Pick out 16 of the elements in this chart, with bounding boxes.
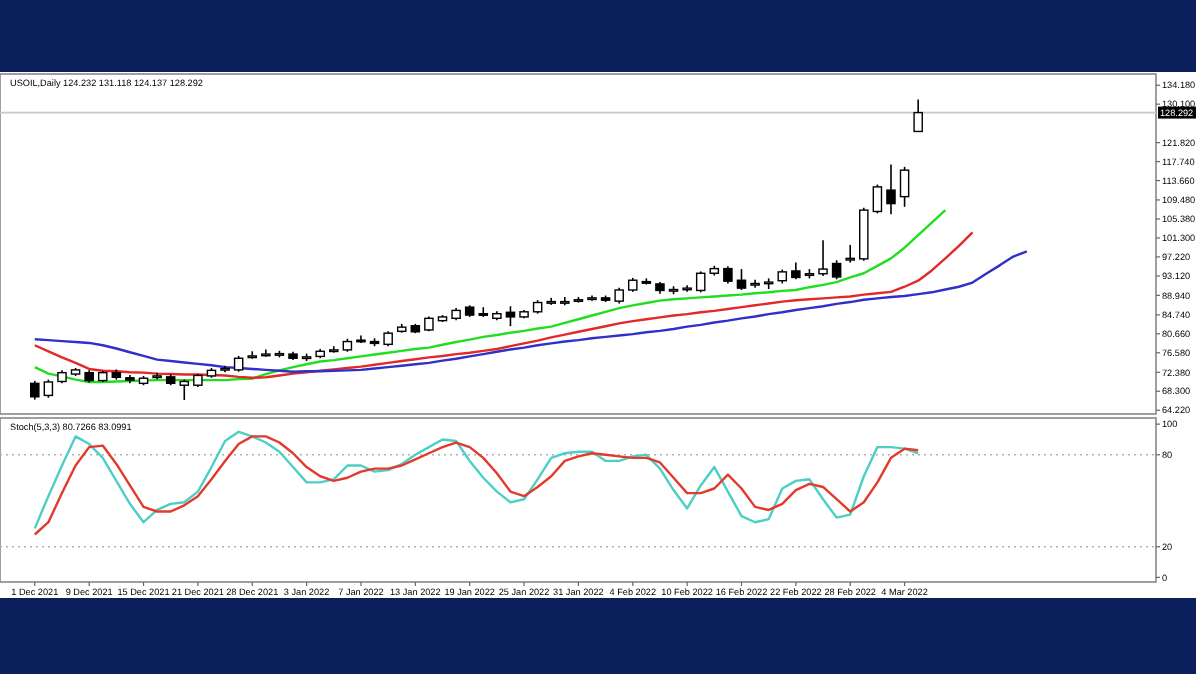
candlestick	[736, 268, 747, 291]
candlestick	[872, 183, 883, 215]
line-series	[33, 208, 947, 384]
candlestick	[43, 378, 54, 399]
candlestick	[505, 305, 516, 328]
line-series	[33, 250, 1029, 373]
line-series	[33, 231, 974, 379]
candlestick	[831, 259, 842, 281]
candlestick	[886, 163, 896, 216]
candlestick	[30, 380, 40, 401]
candlestick	[913, 98, 923, 133]
candlestick	[845, 244, 855, 264]
candlestick	[179, 378, 190, 401]
candlestick	[818, 239, 828, 277]
candlestick	[899, 166, 910, 208]
candlestick	[695, 270, 706, 294]
